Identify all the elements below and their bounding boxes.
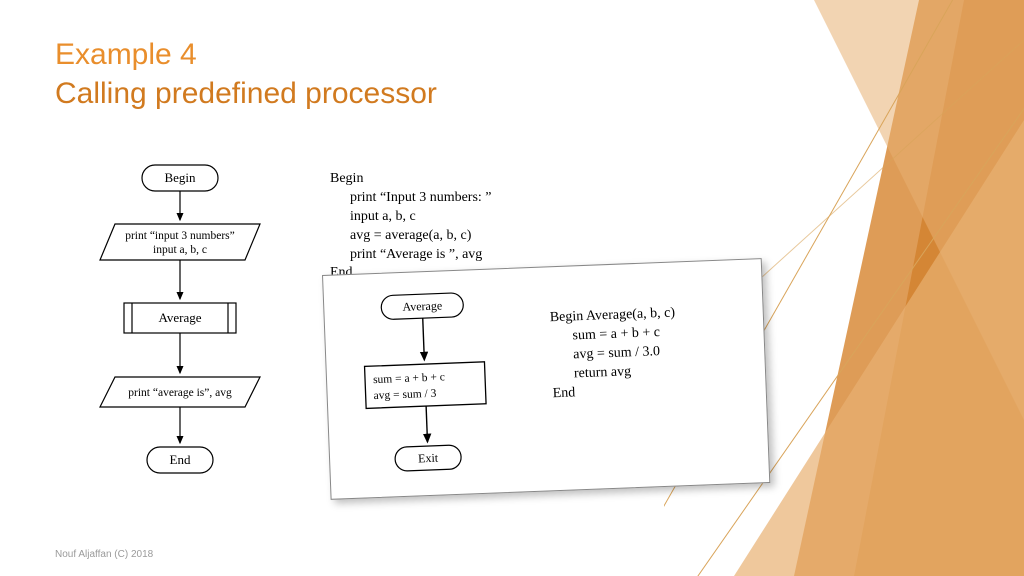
label-end: End [170,452,191,467]
title-line-1: Example 4 [55,35,437,74]
subroutine-panel: Average sum = a + b + c avg = sum / 3 Ex… [322,258,770,500]
pc-line: End [552,380,678,404]
label-io-input-1: print “input 3 numbers” [125,230,235,242]
slide-title: Example 4 Calling predefined processor [55,35,437,113]
pc-line: input a, b, c [330,208,492,227]
label-io-output: print “average is”, avg [128,387,232,399]
pc-line: Begin [330,170,492,189]
pseudocode-main: Begin print “Input 3 numbers: ” input a,… [330,170,492,283]
label-begin: Begin [164,170,196,185]
label-io-input-2: input a, b, c [153,244,207,256]
pc-line: print “Average is ”, avg [330,246,492,265]
footer-credit: Nouf Aljaffan (C) 2018 [55,549,153,560]
label-sub-average: Average [402,298,442,314]
pc-line: avg = average(a, b, c) [330,227,492,246]
edge [426,406,427,442]
pc-line: print “Input 3 numbers: ” [330,189,492,208]
label-sub-exit: Exit [418,451,439,466]
pseudocode-sub: Begin Average(a, b, c) sum = a + b + c a… [549,304,678,403]
sub-flowchart: Average sum = a + b + c avg = sum / 3 Ex… [352,287,499,482]
title-line-2: Calling predefined processor [55,74,437,113]
label-sub-proc-2: avg = sum / 3 [373,388,436,402]
main-flowchart: Begin print “input 3 numbers” input a, b… [85,160,275,500]
label-average: Average [158,310,201,325]
edge [423,318,425,360]
